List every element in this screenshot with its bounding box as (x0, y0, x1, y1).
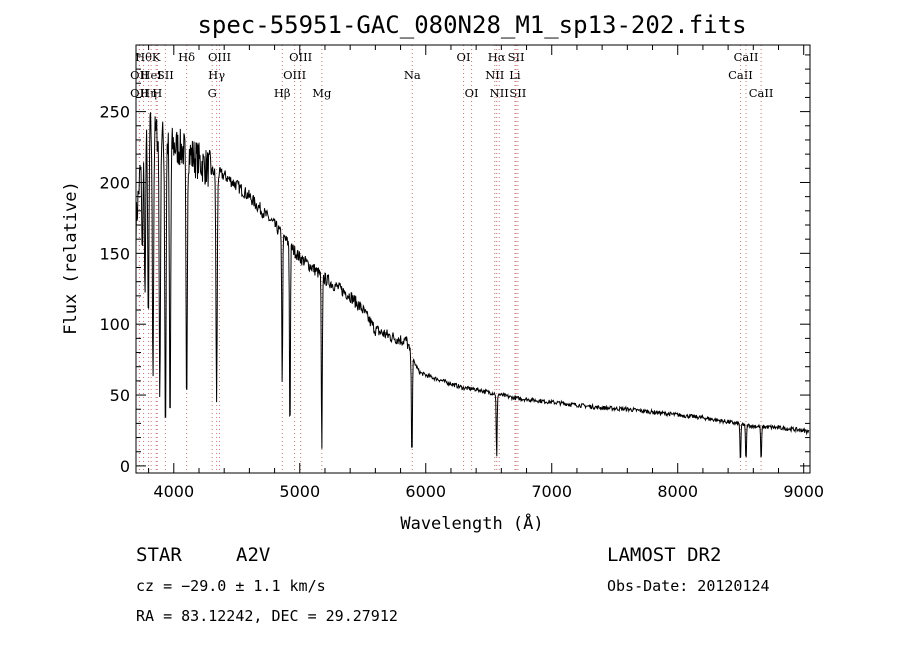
y-tick-label: 0 (120, 457, 130, 476)
x-tick-label: 5000 (279, 482, 320, 501)
x-tick-label: 6000 (405, 482, 446, 501)
spectral-line-label: Hγ (208, 68, 225, 82)
spectral-line-label: SII (508, 50, 525, 64)
y-tick-label: 50 (110, 386, 130, 405)
spectral-line-label: SII (157, 68, 174, 82)
spectral-line-label: Hθ (135, 50, 152, 64)
observation-date: Obs-Date: 20120124 (607, 577, 770, 595)
spectral-line-label: Mg (312, 86, 332, 100)
y-tick-label: 200 (99, 173, 130, 192)
spectral-line-label: Hβ (274, 86, 291, 100)
spectral-line-label: G (208, 86, 217, 100)
coordinates-readout: RA = 83.12242, DEC = 29.27912 (136, 607, 398, 625)
spectral-line-label: CaII (749, 86, 774, 100)
spectral-line-label: Na (404, 68, 421, 82)
x-tick-label: 9000 (783, 482, 824, 501)
spectral-line-label: OI (465, 86, 479, 100)
x-tick-label: 7000 (531, 482, 572, 501)
x-tick-label: 4000 (153, 482, 194, 501)
spectral-line-label: OI (457, 50, 471, 64)
spectral-line-label: HeI (140, 68, 161, 82)
spectral-line-label: OII (130, 68, 149, 82)
spectral-line-label: NII (490, 86, 509, 100)
redshift-readout: cz = −29.0 ± 1.1 km/s (136, 577, 326, 595)
y-axis-label: Flux (relative) (61, 181, 81, 335)
chart-title: spec-55951-GAC_080N28_M1_sp13-202.fits (197, 11, 746, 39)
survey-name: LAMOST DR2 (607, 544, 721, 566)
object-subclass: A2V (236, 544, 270, 566)
spectral-line-label: K (152, 50, 161, 64)
spectral-line-label: CaII (734, 50, 759, 64)
spectral-line-label: Hη (140, 86, 157, 100)
spectral-line-label: CaII (728, 68, 753, 82)
plot-frame (135, 44, 811, 474)
x-axis: 4000 5000 6000 7000 8000 9000 (148, 45, 824, 501)
x-axis-label: Wavelength (Å) (400, 512, 543, 534)
spectral-line-label: Li (509, 68, 521, 82)
spectral-line-label: Hδ (178, 50, 195, 64)
y-tick-label: 100 (99, 315, 130, 334)
object-class: STAR (136, 544, 182, 566)
x-tick-label: 8000 (657, 482, 698, 501)
spectral-line-label: OIII (283, 68, 306, 82)
y-axis: 0 50 100 150 200 250 (99, 54, 810, 476)
y-tick-label: 250 (99, 103, 130, 122)
spectral-line-label: Hα (488, 50, 506, 64)
spectral-line-markers: OIIOIIHθHηHeIKHSIIHδHγGOIIIHβOIIIOIIIMgN… (130, 45, 773, 473)
spectral-line-label: OIII (289, 50, 312, 64)
spectral-line-label: NII (485, 68, 504, 82)
y-tick-label: 150 (99, 244, 130, 263)
spectral-line-label: SII (509, 86, 526, 100)
spectrum-series-line (135, 112, 810, 459)
spectral-line-label: OIII (208, 50, 231, 64)
spectral-line-label: H (152, 86, 162, 100)
